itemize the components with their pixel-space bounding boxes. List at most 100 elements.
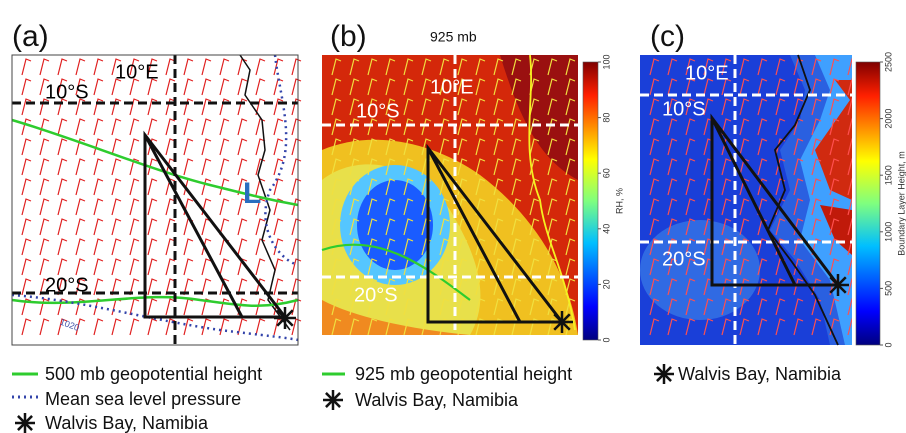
map-label: 10°E xyxy=(430,76,474,98)
wind-barb xyxy=(39,98,50,116)
wind-barb xyxy=(649,298,660,316)
wind-barb xyxy=(93,58,104,76)
wind-barb xyxy=(511,138,522,156)
wind-barb xyxy=(219,298,230,316)
wind-barb xyxy=(111,58,122,76)
wind-barb xyxy=(547,58,558,76)
wind-barb xyxy=(39,298,50,316)
colorbar-tick-label: 1500 xyxy=(883,165,893,185)
wind-barb xyxy=(75,278,86,296)
wind-barb xyxy=(21,238,32,256)
wind-barb xyxy=(183,98,194,116)
wind-barb xyxy=(349,218,360,236)
wind-barb xyxy=(421,78,432,96)
wind-barb xyxy=(439,218,450,236)
wind-barb xyxy=(811,78,822,96)
wind-barb xyxy=(331,78,342,96)
wind-barb xyxy=(57,178,68,196)
wind-barb xyxy=(201,178,212,196)
wind-barb xyxy=(685,318,696,336)
wind-barb xyxy=(565,238,576,256)
wind-barb xyxy=(475,258,486,276)
wind-barb xyxy=(255,158,266,176)
wind-barb xyxy=(757,118,768,136)
station-marker xyxy=(274,307,296,329)
wind-barb xyxy=(457,278,468,296)
wind-barb xyxy=(547,158,558,176)
wind-barb xyxy=(475,318,486,335)
wind-barb xyxy=(367,178,378,196)
wind-barb xyxy=(439,58,450,76)
wind-barb xyxy=(739,318,750,336)
wind-barb xyxy=(757,178,768,196)
wind-barb xyxy=(21,198,32,216)
wind-barb xyxy=(457,258,468,276)
wind-barb xyxy=(75,118,86,136)
wind-barb xyxy=(111,198,122,216)
wind-barb xyxy=(475,278,486,296)
field xyxy=(500,55,578,180)
wind-barb xyxy=(57,78,68,96)
wind-barb xyxy=(739,278,750,296)
wind-barb xyxy=(547,118,558,136)
wind-barb xyxy=(331,98,342,116)
wind-barb xyxy=(21,118,32,136)
wind-barb xyxy=(457,58,468,76)
wind-barb xyxy=(793,278,804,296)
wind-barb xyxy=(775,298,786,316)
wind-barb xyxy=(547,298,558,316)
wind-barb xyxy=(57,258,68,276)
wind-barb xyxy=(511,198,522,216)
wind-barb xyxy=(547,98,558,116)
wind-barb xyxy=(529,258,540,276)
colorbar-tick-label: 20 xyxy=(601,279,611,289)
wind-barb xyxy=(667,298,678,316)
wind-barb xyxy=(475,138,486,156)
wind-barb xyxy=(93,258,104,276)
wind-barb xyxy=(667,158,678,176)
wind-barb xyxy=(57,318,68,336)
wind-barb xyxy=(165,98,176,116)
wind-barb xyxy=(493,138,504,156)
wind-barb xyxy=(739,258,750,276)
wind-barb xyxy=(349,78,360,96)
wind-barb xyxy=(219,138,230,156)
wind-barb xyxy=(529,298,540,316)
wind-barb xyxy=(93,318,104,336)
wind-barb xyxy=(93,98,104,116)
wind-barb xyxy=(39,158,50,176)
wind-barb xyxy=(219,258,230,276)
wind-barb xyxy=(21,258,32,276)
wind-barb xyxy=(739,118,750,136)
wind-barb xyxy=(703,58,714,76)
wind-barb xyxy=(685,278,696,296)
legend-label: 925 mb geopotential height xyxy=(355,364,572,384)
wind-barb xyxy=(349,178,360,196)
wind-barb xyxy=(667,78,678,96)
wind-barb xyxy=(367,278,378,296)
wind-barb xyxy=(367,138,378,156)
wind-barb xyxy=(685,298,696,316)
wind-barb xyxy=(721,238,732,256)
wind-barb xyxy=(475,178,486,196)
wind-barb xyxy=(273,158,284,176)
wind-barb xyxy=(21,178,32,196)
wind-barb xyxy=(147,178,158,196)
wind-barb xyxy=(255,58,266,76)
wind-barb xyxy=(237,278,248,296)
wind-barb xyxy=(439,78,450,96)
wind-barb xyxy=(811,198,822,216)
wind-barb xyxy=(757,58,768,76)
wind-barb xyxy=(57,158,68,176)
wind-barb xyxy=(255,298,266,316)
colorbar-tick-label: 0 xyxy=(601,337,611,342)
wind-barb xyxy=(493,178,504,196)
wind-barb xyxy=(721,58,732,76)
wind-barb xyxy=(75,98,86,116)
wind-barb xyxy=(201,158,212,176)
wind-barb xyxy=(757,278,768,296)
wind-barb xyxy=(93,178,104,196)
wind-barb xyxy=(493,218,504,236)
wind-barb xyxy=(331,58,342,76)
map-frame xyxy=(11,54,299,346)
